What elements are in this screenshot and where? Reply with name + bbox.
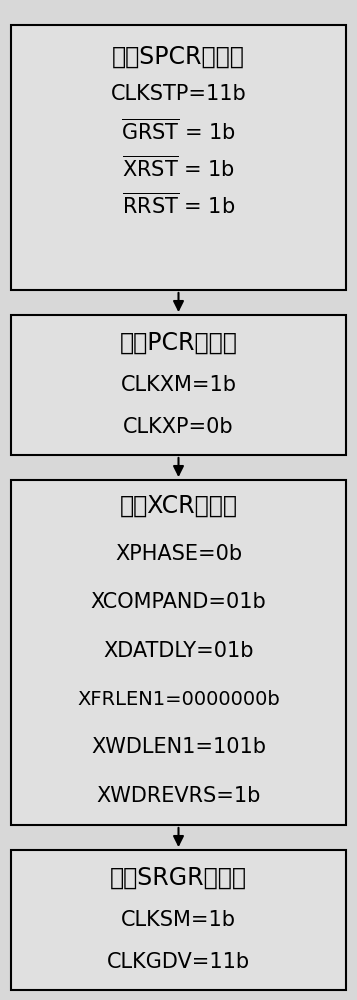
Text: 设置PCR寄存器: 设置PCR寄存器 bbox=[120, 331, 237, 355]
Bar bbox=[11, 25, 346, 290]
Text: XFRLEN1=0000000b: XFRLEN1=0000000b bbox=[77, 690, 280, 709]
Text: 设置SRGR寄存器: 设置SRGR寄存器 bbox=[110, 866, 247, 890]
Bar bbox=[11, 480, 346, 825]
Text: $\overline{\mathregular{XRST}}$ = 1b: $\overline{\mathregular{XRST}}$ = 1b bbox=[122, 155, 235, 181]
Text: XPHASE=0b: XPHASE=0b bbox=[115, 544, 242, 564]
Text: XCOMPAND=01b: XCOMPAND=01b bbox=[91, 592, 266, 612]
Text: XWDREVRS=1b: XWDREVRS=1b bbox=[96, 786, 261, 806]
Bar bbox=[11, 315, 346, 455]
Text: CLKXM=1b: CLKXM=1b bbox=[121, 375, 236, 395]
Text: 设置SPCR寄存器: 设置SPCR寄存器 bbox=[112, 45, 245, 69]
Text: CLKSM=1b: CLKSM=1b bbox=[121, 910, 236, 930]
Text: CLKXP=0b: CLKXP=0b bbox=[123, 417, 234, 437]
Text: XDATDLY=01b: XDATDLY=01b bbox=[103, 641, 254, 661]
Text: CLKSTP=11b: CLKSTP=11b bbox=[111, 84, 246, 104]
Text: 设置XCR寄存器: 设置XCR寄存器 bbox=[120, 494, 237, 518]
Text: $\overline{\mathregular{GRST}}$ = 1b: $\overline{\mathregular{GRST}}$ = 1b bbox=[121, 118, 236, 144]
Bar bbox=[11, 850, 346, 990]
Text: $\overline{\mathregular{RRST}}$ = 1b: $\overline{\mathregular{RRST}}$ = 1b bbox=[122, 192, 235, 218]
Text: XWDLEN1=101b: XWDLEN1=101b bbox=[91, 737, 266, 757]
Text: CLKGDV=11b: CLKGDV=11b bbox=[107, 952, 250, 972]
